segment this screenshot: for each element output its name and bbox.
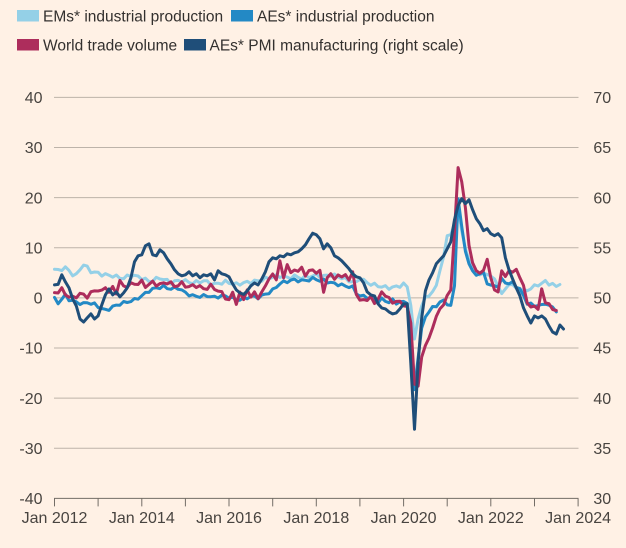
svg-text:Jan 2012: Jan 2012 bbox=[22, 510, 88, 527]
svg-text:55: 55 bbox=[593, 241, 611, 258]
svg-text:40: 40 bbox=[25, 90, 43, 107]
svg-text:-10: -10 bbox=[19, 341, 42, 358]
svg-text:20: 20 bbox=[25, 190, 43, 207]
svg-text:Jan 2024: Jan 2024 bbox=[545, 510, 611, 527]
svg-text:10: 10 bbox=[25, 241, 43, 258]
svg-text:AEs* industrial production: AEs* industrial production bbox=[257, 9, 435, 26]
svg-text:30: 30 bbox=[25, 140, 43, 157]
svg-text:65: 65 bbox=[593, 140, 611, 157]
svg-text:Jan 2020: Jan 2020 bbox=[371, 510, 437, 527]
svg-text:60: 60 bbox=[593, 190, 611, 207]
svg-text:45: 45 bbox=[593, 341, 611, 358]
svg-text:50: 50 bbox=[593, 291, 611, 308]
svg-text:Jan 2018: Jan 2018 bbox=[283, 510, 349, 527]
svg-text:40: 40 bbox=[593, 391, 611, 408]
svg-text:World trade volume: World trade volume bbox=[43, 38, 177, 55]
svg-text:Jan 2016: Jan 2016 bbox=[196, 510, 262, 527]
svg-text:-30: -30 bbox=[19, 441, 42, 458]
svg-text:30: 30 bbox=[593, 491, 611, 508]
svg-text:-40: -40 bbox=[19, 491, 42, 508]
svg-text:EMs* industrial production: EMs* industrial production bbox=[43, 9, 223, 26]
svg-text:-20: -20 bbox=[19, 391, 42, 408]
svg-text:Jan 2014: Jan 2014 bbox=[109, 510, 175, 527]
svg-text:Jan 2022: Jan 2022 bbox=[458, 510, 524, 527]
svg-text:70: 70 bbox=[593, 90, 611, 107]
svg-text:0: 0 bbox=[34, 291, 43, 308]
svg-text:AEs* PMI manufacturing (right: AEs* PMI manufacturing (right scale) bbox=[210, 38, 464, 55]
svg-text:35: 35 bbox=[593, 441, 611, 458]
